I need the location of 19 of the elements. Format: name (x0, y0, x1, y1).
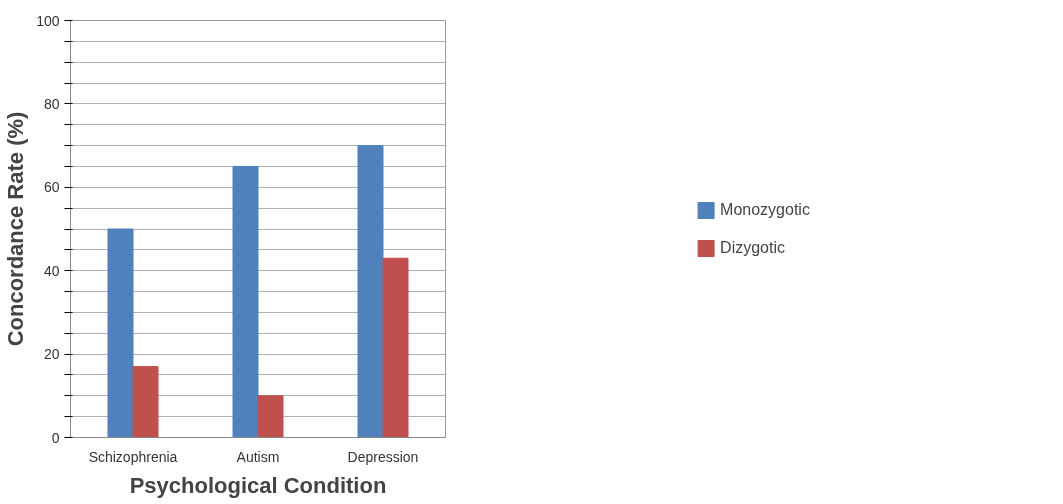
x-axis-title: Psychological Condition (129, 472, 387, 498)
bar (257, 395, 284, 438)
bar (107, 228, 134, 438)
x-tick-label: Autism (236, 448, 280, 465)
legend-label: Dizygotic (720, 238, 785, 257)
y-tick-label: 100 (36, 12, 60, 29)
y-tick-label: 20 (43, 346, 60, 363)
legend-label: Monozygotic (720, 200, 810, 219)
bar (382, 257, 409, 438)
y-tick-label: 40 (43, 262, 60, 279)
y-tick-label: 80 (43, 95, 60, 112)
y-tick-label: 0 (51, 429, 60, 446)
bar (357, 145, 384, 438)
bar (232, 165, 259, 438)
y-tick-label: 60 (43, 179, 60, 196)
y-axis-title: Concordance Rate (%) (3, 111, 29, 347)
x-tick-label: Depression (347, 448, 419, 465)
x-tick-label: Schizophrenia (88, 448, 178, 465)
bar (132, 366, 159, 438)
